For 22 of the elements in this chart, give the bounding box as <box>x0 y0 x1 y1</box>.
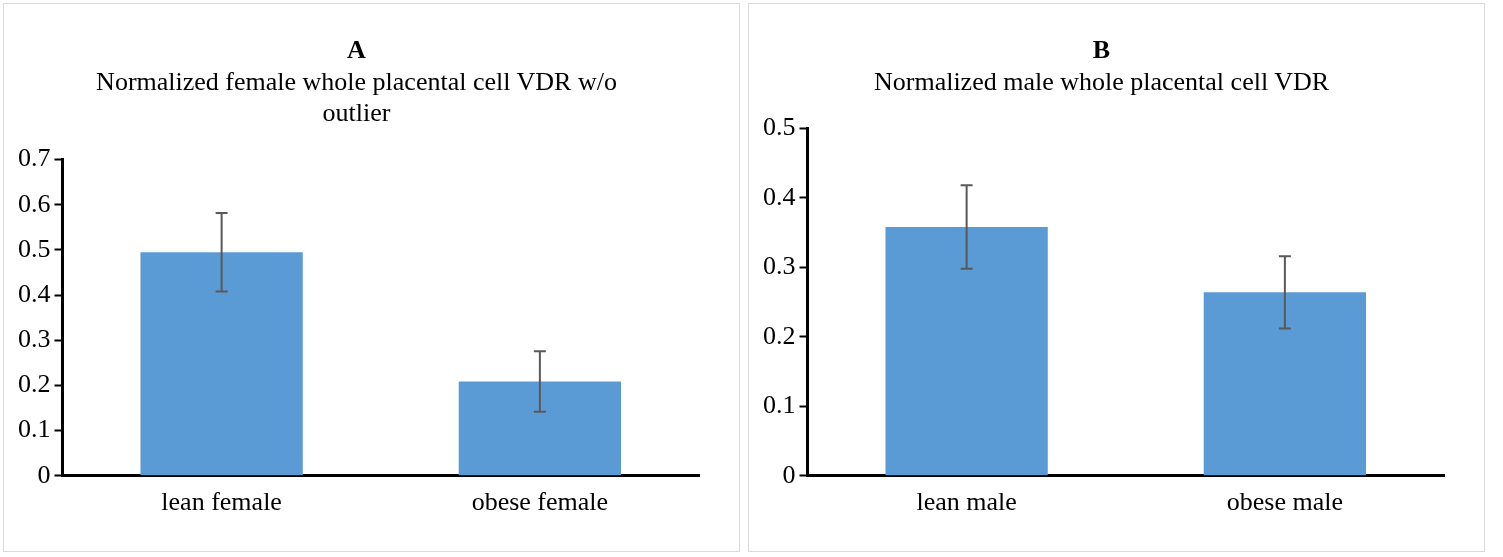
x-tick-label: obese male <box>1226 487 1343 517</box>
y-tick-label: 0.6 <box>18 188 51 218</box>
y-tick-label: 0 <box>782 459 796 489</box>
chart-title: B <box>1092 35 1111 65</box>
chart-subtitle: Normalized male whole placental cell VDR <box>873 66 1330 96</box>
y-tick-label: 0.3 <box>18 324 51 354</box>
x-tick-label: lean female <box>161 487 282 517</box>
y-tick-label: 0 <box>37 459 51 489</box>
y-tick-label: 0.2 <box>18 369 51 399</box>
y-tick-label: 0.4 <box>18 278 51 308</box>
x-tick-label: obese female <box>471 487 609 517</box>
x-tick-label: lean male <box>916 487 1017 517</box>
y-tick-label: 0.5 <box>763 112 796 142</box>
y-tick-label: 0.2 <box>763 320 796 350</box>
y-tick-label: 0.3 <box>763 251 796 281</box>
y-tick-label: 0.7 <box>18 143 51 173</box>
y-tick-label: 0.4 <box>763 181 796 211</box>
y-tick-label: 0.1 <box>763 390 796 420</box>
y-tick-label: 0.1 <box>18 414 51 444</box>
chart-title: A <box>347 35 367 65</box>
y-tick-label: 0.5 <box>18 233 51 263</box>
chart-subtitle: Normalized female whole placental cell VDR w/o outlier <box>96 66 617 127</box>
